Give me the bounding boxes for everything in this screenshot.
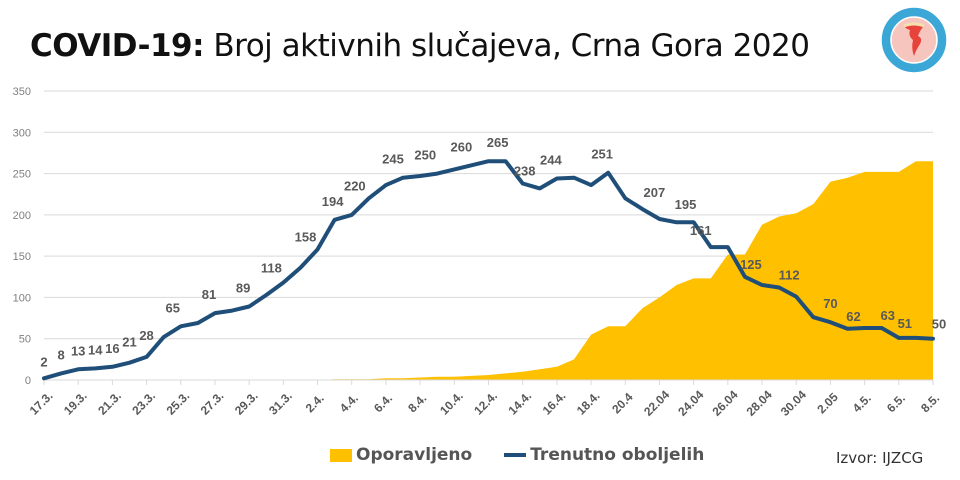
y-tick-label: 350 [13,86,31,98]
x-tick-label: 25.3. [164,389,193,418]
x-tick-label: 10.4. [437,389,466,418]
data-label: 81 [202,287,216,302]
area-oporavljeno [44,161,933,380]
x-tick-label: 28.04 [744,387,775,418]
data-label: 50 [932,317,946,332]
x-tick-label: 4.4. [337,391,361,415]
line-series-trenutno-oboljelih [42,159,935,381]
chart-title: COVID-19: Broj aktivnih slučajeva, Crna … [30,28,810,64]
x-tick-label: 26.04 [709,387,740,418]
data-label: 118 [261,261,282,276]
legend-swatch-line [504,453,527,457]
data-label: 28 [139,328,153,343]
x-tick-label: 18.4. [574,389,603,418]
y-tick-label: 0 [25,375,31,387]
data-label: 8 [57,347,64,362]
logo-flame [904,23,924,56]
x-axis-tick-labels: 17.3. 19.3. 21.3. 23.3. 25.3. 27.3. 29.3. 31.3.… [27,387,942,418]
y-tick-label: 100 [13,292,31,304]
x-tick-label: 4.5. [850,391,874,415]
data-label: 51 [898,316,912,331]
data-label: 112 [779,268,800,283]
legend-swatch-area [330,448,352,462]
x-tick-label: 2.05 [814,390,841,417]
x-tick-label: 6.5. [884,391,908,415]
data-label: 251 [591,147,613,162]
data-label: 161 [690,223,712,238]
x-tick-label: 12.4. [471,389,500,418]
data-label: 63 [880,308,894,323]
chart-title-rest: Broj aktivnih slučajeva, Crna Gora 2020 [213,28,810,64]
data-label: 14 [88,342,103,357]
data-label: 13 [71,343,85,358]
data-label: 70 [823,296,837,311]
x-tick-label: 16.4. [540,389,569,418]
data-label: 89 [236,281,250,296]
legend-label-oporavljeno: Oporavljeno [356,445,473,465]
x-tick-label: 22.04 [641,387,672,418]
x-tick-label: 31.3. [266,389,295,418]
data-label: 194 [322,194,344,209]
data-label: 62 [846,309,860,324]
x-tick-label: 20.4 [609,390,636,417]
data-label: 260 [451,139,473,154]
data-label: 2 [40,354,47,369]
x-tick-label: 24.04 [675,387,706,418]
data-label: 265 [487,135,509,150]
data-label: 21 [122,335,136,350]
y-tick-label: 150 [13,251,31,263]
ijzcg-logo [880,6,948,74]
y-axis-ticks: 0 50 100 150 200 250 300 350 [13,86,31,387]
data-label: 195 [675,197,697,212]
data-label: 220 [344,178,366,193]
area-series-oporavljeno [44,161,933,380]
x-tick-label: 8.4. [405,391,429,415]
x-tick-label: 19.3. [61,389,90,418]
y-tick-label: 50 [19,334,31,346]
x-tick-label: 2.4. [303,391,327,415]
data-label: 158 [295,230,317,245]
data-label: 65 [166,300,180,315]
data-label: 125 [740,257,762,272]
source-note: Izvor: IJZCG [836,449,924,467]
x-tick-label: 6.4. [371,391,395,415]
data-label: 207 [644,185,666,200]
x-tick-label: 27.3. [198,389,227,418]
data-label: 245 [382,152,404,167]
x-axis [43,379,934,385]
y-tick-label: 300 [13,127,31,139]
chart-title-bold: COVID-19: [30,28,205,64]
data-label: 250 [414,148,436,163]
data-label: 16 [105,341,119,356]
x-tick-label: 8.5. [918,391,942,415]
legend-label-trenutno-oboljelih: Trenutno oboljelih [530,445,705,465]
x-tick-label: 14.4. [505,389,534,418]
data-label: 238 [514,163,536,178]
x-tick-label: 30.04 [778,387,809,418]
y-tick-label: 200 [13,210,31,222]
data-label: 244 [540,153,562,168]
x-tick-label: 17.3. [27,389,56,418]
x-tick-label: 29.3. [232,389,261,418]
y-tick-label: 250 [13,169,31,181]
x-tick-label: 21.3. [95,389,124,418]
legend: Oporavljeno Trenutno oboljelih [330,445,704,465]
x-tick-label: 23.3. [129,389,158,418]
